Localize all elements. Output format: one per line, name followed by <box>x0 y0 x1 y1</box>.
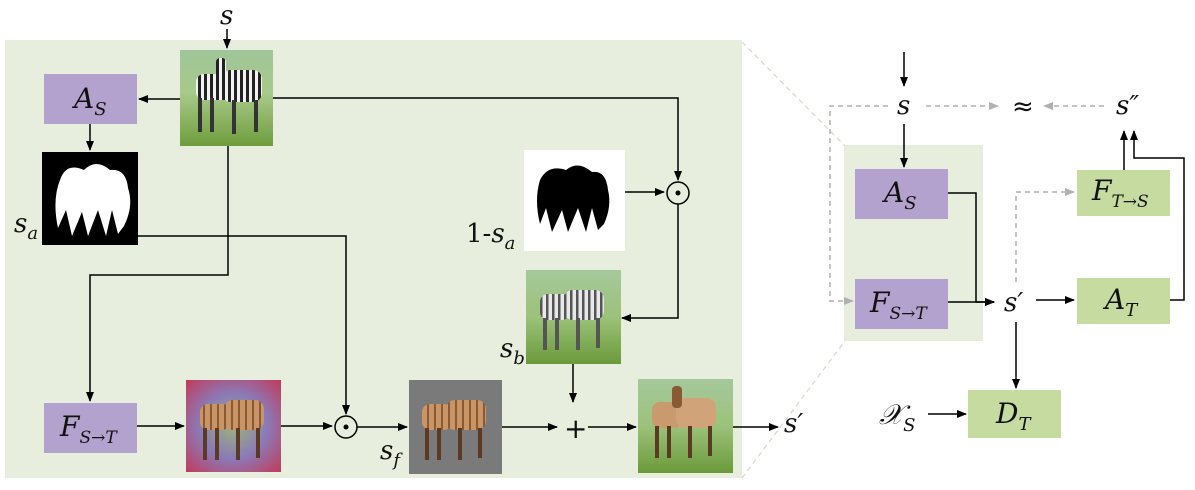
discriminator-target-box <box>968 390 1061 438</box>
generator-source-target-label: FS→T <box>59 410 118 448</box>
attention-target-box <box>1077 278 1170 324</box>
sb-label: sb <box>500 334 525 369</box>
background-image <box>526 270 621 364</box>
output-sprime-label: s′ <box>784 409 803 439</box>
arrow-mask-to-odot <box>138 235 350 415</box>
sa-label: sa <box>14 209 38 244</box>
arrow-image-to-inverse-odot <box>273 97 682 181</box>
translated-image <box>186 380 281 472</box>
generator-source-target-box <box>44 403 137 453</box>
dashed-arrow-s-to-fst <box>829 105 888 305</box>
reconstruction-label: s″ <box>1116 91 1139 121</box>
right-generator-source-target-label: FS→T <box>869 286 928 324</box>
input-zebra-image <box>180 50 273 146</box>
arrow-image-to-fst <box>86 146 229 402</box>
attention-source-box <box>44 74 137 124</box>
plus-operator: + <box>564 412 587 445</box>
input-s-label: s <box>220 1 233 31</box>
attention-target-label: AT <box>1102 283 1139 321</box>
foreground-image <box>409 380 502 474</box>
attention-mask-image <box>42 152 138 245</box>
right-generator-source-target-box <box>855 279 948 329</box>
attention-source-label: AS <box>71 82 107 120</box>
right-sprime-label: s′ <box>1004 288 1023 318</box>
dashed-arrow-sprime-to-fts <box>1015 188 1075 282</box>
inverse-mask-image <box>524 150 625 251</box>
zoom-guide-bottom <box>741 340 846 479</box>
discriminator-target-label: DT <box>995 397 1032 435</box>
approx-symbol: ≈ <box>1012 92 1034 122</box>
inverse-mask-label: 1-sa <box>466 219 515 254</box>
generator-target-source-box <box>1077 170 1170 216</box>
right-attention-source-label: AS <box>881 176 917 214</box>
right-input-s-label: s <box>897 91 910 121</box>
source-domain-label: 𝒳S <box>879 398 915 436</box>
output-image <box>638 379 733 473</box>
generator-target-source-label: FT→S <box>1091 174 1149 212</box>
arrow-at-to-fts <box>1130 130 1185 301</box>
right-attention-source-box <box>855 169 948 219</box>
arrow-odot-to-background <box>621 204 679 322</box>
zoom-guide-top <box>741 41 846 147</box>
